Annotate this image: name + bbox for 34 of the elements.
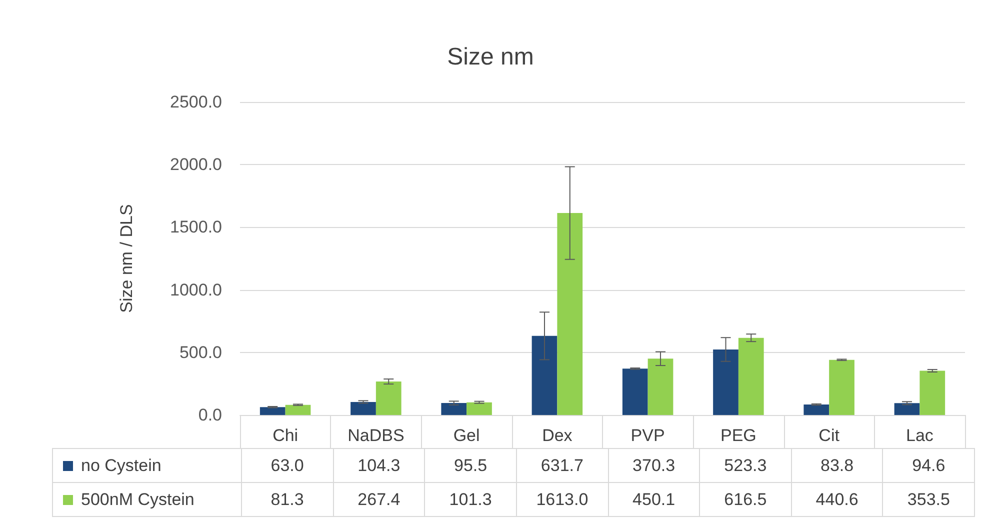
chart-title: Size nm xyxy=(447,44,534,70)
y-tick-label: 2000.0 xyxy=(170,155,222,174)
x-tick-label: PEG xyxy=(720,426,756,445)
x-tick-label: Dex xyxy=(542,426,573,445)
data-label: 104.3 xyxy=(333,448,425,482)
x-tick-label: NaDBS xyxy=(348,426,404,445)
data-label: 1613.0 xyxy=(516,482,608,516)
x-tick-label: Gel xyxy=(453,426,480,445)
data-label: 81.3 xyxy=(242,482,334,516)
legend-label: 500nM Cystein xyxy=(52,482,242,516)
data-label: 101.3 xyxy=(424,482,516,516)
y-tick-label: 500.0 xyxy=(179,342,222,362)
y-tick-label: 1500.0 xyxy=(170,218,222,237)
y-tick-label: 2500.0 xyxy=(170,92,222,112)
data-label: 83.8 xyxy=(791,448,883,482)
data-label: 616.5 xyxy=(700,482,792,516)
legend-label: no Cystein xyxy=(52,448,242,482)
x-tick-label: Lac xyxy=(906,426,934,445)
y-axis-title: Size nm / DLS xyxy=(117,204,136,313)
y-tick-label: 0.0 xyxy=(198,406,222,424)
data-label: 450.1 xyxy=(608,482,700,516)
data-label: 523.3 xyxy=(700,448,792,482)
data-label: 353.5 xyxy=(882,482,974,516)
data-label: 370.3 xyxy=(608,448,700,482)
data-label: 95.5 xyxy=(424,448,516,482)
x-tick-label: Chi xyxy=(272,426,298,445)
data-label: 94.6 xyxy=(882,448,974,482)
x-tick-label: Cit xyxy=(818,426,840,445)
data-label: 267.4 xyxy=(333,482,425,516)
data-label: 631.7 xyxy=(516,448,608,482)
data-label: 440.6 xyxy=(791,482,883,516)
y-tick-label: 1000.0 xyxy=(170,280,222,300)
data-label: 63.0 xyxy=(242,448,334,482)
x-tick-label: PVP xyxy=(630,426,665,445)
